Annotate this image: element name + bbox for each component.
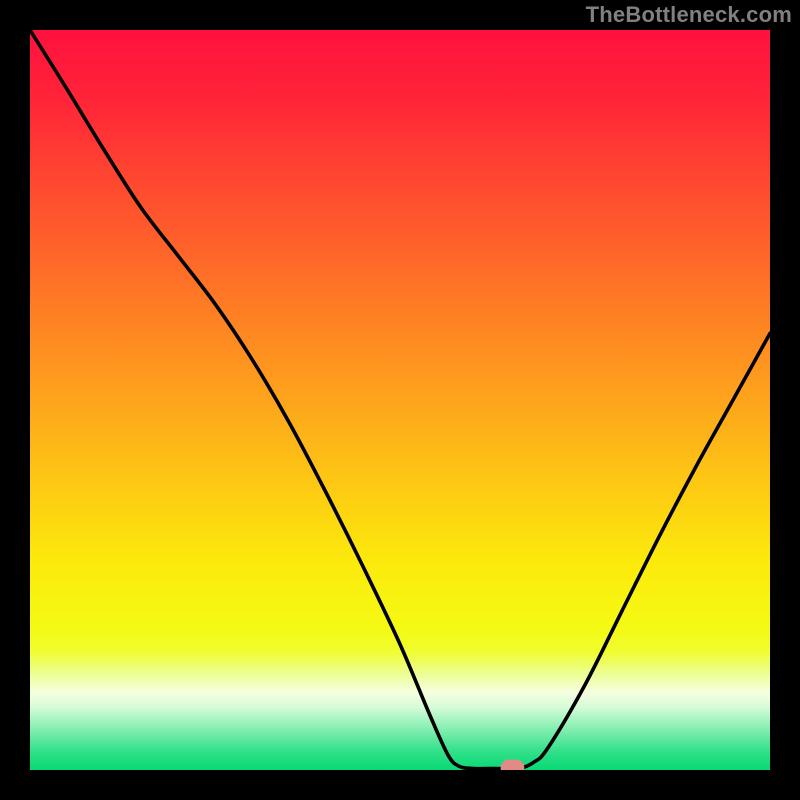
- chart-stage: TheBottleneck.com: [0, 0, 800, 800]
- optimal-marker: [501, 760, 525, 770]
- plot-svg: [30, 30, 770, 770]
- gradient-background: [30, 30, 770, 770]
- plot-area: [30, 30, 770, 770]
- watermark-text: TheBottleneck.com: [586, 2, 792, 28]
